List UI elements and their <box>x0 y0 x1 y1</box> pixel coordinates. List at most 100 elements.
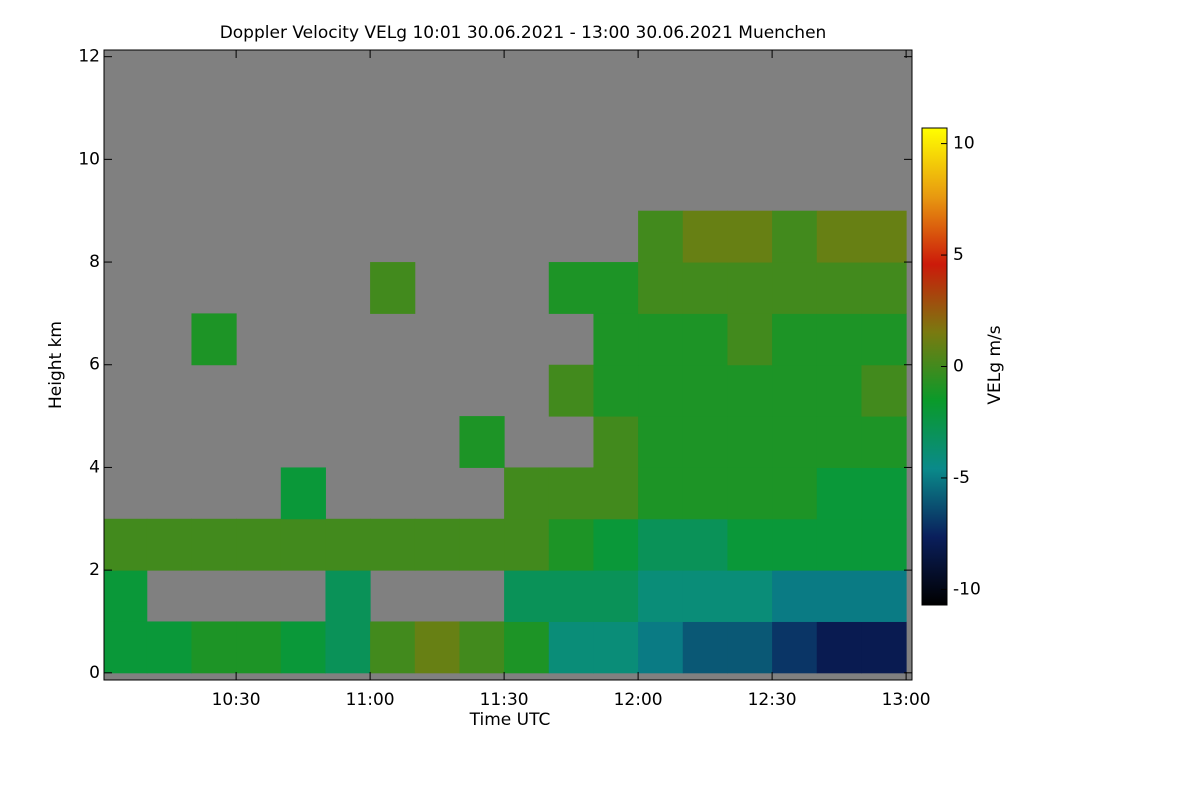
heatmap-cell <box>772 364 818 417</box>
heatmap-cell <box>727 416 773 468</box>
heatmap-cell <box>548 262 594 314</box>
heatmap-cell <box>682 262 728 314</box>
heatmap-cell <box>593 518 639 571</box>
heatmap-cell <box>548 518 594 571</box>
heatmap-cell <box>593 621 639 674</box>
heatmap-cell <box>280 518 326 571</box>
heatmap-cell <box>638 313 684 366</box>
heatmap-cell <box>861 416 907 468</box>
heatmap-cell <box>861 210 907 263</box>
heatmap-cell <box>504 621 550 674</box>
y-tick-label: 8 <box>89 252 100 272</box>
heatmap-cell <box>191 518 237 571</box>
y-axis-label: Height km <box>46 321 66 409</box>
heatmap-cell <box>727 467 773 520</box>
heatmap-cell <box>191 621 237 674</box>
heatmap-cell <box>593 467 639 520</box>
heatmap-cell <box>593 313 639 366</box>
heatmap-cell <box>772 313 818 366</box>
heatmap-cell <box>861 364 907 417</box>
heatmap-cell <box>816 518 862 571</box>
y-tick-label: 0 <box>89 663 100 683</box>
heatmap-cell <box>593 570 639 622</box>
y-tick-label: 10 <box>78 149 100 169</box>
heatmap-cell <box>325 518 371 571</box>
x-tick-label: 12:00 <box>614 690 663 710</box>
heatmap-cell <box>104 518 148 571</box>
heatmap-cell <box>104 621 148 674</box>
heatmap-cell <box>816 621 862 674</box>
y-tick-label: 6 <box>89 355 100 375</box>
heatmap-cell <box>816 570 862 622</box>
heatmap-cell <box>638 518 684 571</box>
heatmap-cell <box>861 518 907 571</box>
heatmap-cell <box>772 467 818 520</box>
x-axis-label: Time UTC <box>469 710 551 730</box>
heatmap-cell <box>861 262 907 314</box>
heatmap-cell <box>727 262 773 314</box>
heatmap-cell <box>772 210 818 263</box>
heatmap-cell <box>325 621 371 674</box>
colorbar-label: VELg m/s <box>985 325 1005 404</box>
heatmap-cell <box>104 570 148 622</box>
heatmap-cell <box>816 210 862 263</box>
heatmap-cell <box>861 621 907 674</box>
heatmap-cell <box>638 210 684 263</box>
heatmap-cell <box>727 313 773 366</box>
heatmap-cell <box>280 467 326 520</box>
heatmap-cell <box>772 416 818 468</box>
x-tick-label: 11:00 <box>346 690 395 710</box>
heatmap-cell <box>146 621 192 674</box>
heatmap-cell <box>682 313 728 366</box>
heatmap-cell <box>325 570 371 622</box>
heatmap-cell <box>727 621 773 674</box>
colorbar-tick-label: 0 <box>953 357 964 377</box>
heatmap-cell <box>146 518 192 571</box>
heatmap-cell <box>638 467 684 520</box>
heatmap-cell <box>370 621 416 674</box>
heatmap-cell <box>772 262 818 314</box>
heatmap-cell <box>236 621 282 674</box>
heatmap-cell <box>548 570 594 622</box>
heatmap-cell <box>504 518 550 571</box>
heatmap-cell <box>682 364 728 417</box>
heatmap-cell <box>593 364 639 417</box>
heatmap-cell <box>548 364 594 417</box>
y-tick-label: 2 <box>89 560 100 580</box>
heatmap-cell <box>727 364 773 417</box>
heatmap-cell <box>504 570 550 622</box>
y-tick-label: 4 <box>89 457 100 477</box>
y-tick-label: 12 <box>78 47 100 67</box>
heatmap-cell <box>727 518 773 571</box>
heatmap-cell <box>280 621 326 674</box>
heatmap-cell <box>816 364 862 417</box>
heatmap-cell <box>861 467 907 520</box>
colorbar-tick-label: -10 <box>953 579 981 599</box>
heatmap-cell <box>816 262 862 314</box>
colorbar-tick-label: 5 <box>953 245 964 265</box>
x-tick-label: 12:30 <box>748 690 797 710</box>
heatmap-cell <box>593 416 639 468</box>
heatmap-cell <box>816 313 862 366</box>
colorbar-tick-label: 10 <box>953 134 975 154</box>
heatmap-cell <box>370 518 416 571</box>
heatmap-cell <box>459 518 505 571</box>
x-tick-label: 11:30 <box>480 690 529 710</box>
heatmap-cell <box>682 570 728 622</box>
colorbar-tick-label: -5 <box>953 468 970 488</box>
x-tick-label: 10:30 <box>212 690 261 710</box>
heatmap-cell <box>548 621 594 674</box>
heatmap-cell <box>191 313 237 366</box>
heatmap-cell <box>682 416 728 468</box>
heatmap-cell <box>682 210 728 263</box>
heatmap-cell <box>370 262 416 314</box>
heatmap-cell <box>638 621 684 674</box>
heatmap-cell <box>638 416 684 468</box>
heatmap-cell <box>236 518 282 571</box>
heatmap-cell <box>682 518 728 571</box>
heatmap-cell <box>727 570 773 622</box>
heatmap-cell <box>772 518 818 571</box>
heatmap-cell <box>861 313 907 366</box>
heatmap-cell <box>414 621 460 674</box>
